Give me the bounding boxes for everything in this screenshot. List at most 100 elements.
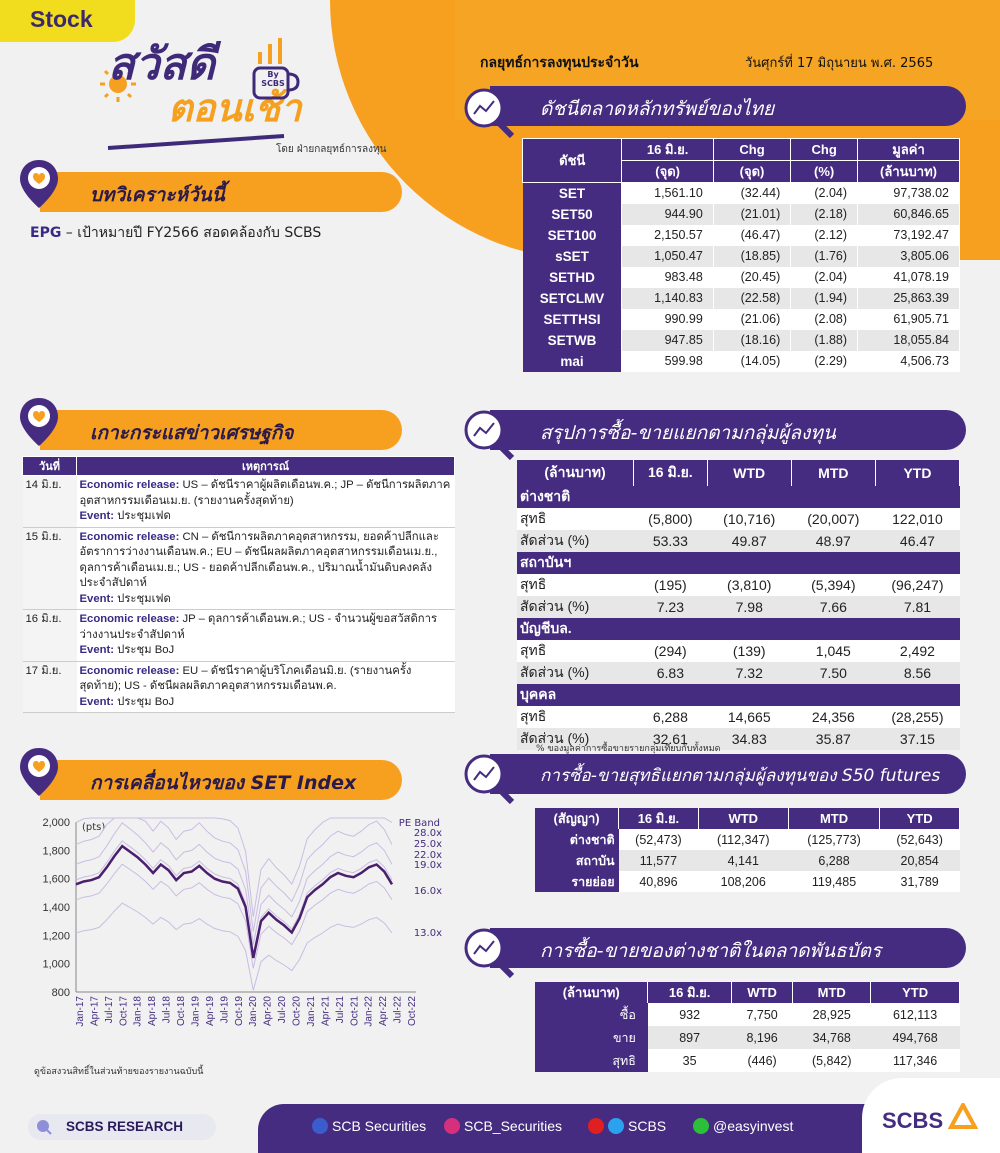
index-cell: 599.98 [621,350,714,372]
x-tick-label: Jul-18 [162,996,173,1024]
investor-row: สุทธิ (195) (3,810) (5,394) (96,247) [517,574,960,596]
coffee-cup-icon [252,38,300,100]
stock-tag: Stock [0,0,135,42]
facebook-link[interactable]: SCB Securities [312,1118,426,1134]
bond_table-row: สุทธิ 35 (446) (5,842) 117,346 [535,1049,960,1072]
futures_table-row: สถาบัน 11,577 4,141 6,288 20,854 [535,850,960,871]
pe-band-line [75,840,393,956]
index-cell: 990.99 [621,308,714,330]
index-cell: (18.85) [713,245,792,267]
bond_table-cell: สุทธิ [535,1049,648,1072]
x-tick-label: Apr-20 [263,996,274,1026]
location-pin-icon [20,398,58,446]
index-cell: 1,561.10 [621,182,714,204]
pe-band-line [75,822,393,945]
scbs-logo-icon [948,1103,978,1129]
x-tick-label: Apr-22 [378,996,389,1026]
unit: (จุด) [621,160,714,183]
investor-cell: 2,492 [875,640,960,662]
index-cell: (2.18) [790,203,859,225]
investor-row: สัดส่วน (%) 53.33 49.87 48.97 46.47 [517,530,960,552]
index-cell: (1.76) [790,245,859,267]
bond_table-cell: (446) [731,1049,793,1072]
investor-cell: 7.32 [707,662,792,684]
investor-cell: 7.50 [791,662,876,684]
news-event-text: ประชุมเฟด [114,510,171,522]
bond_table-col: WTD [731,982,794,1003]
analysis-item[interactable]: EPG – เป้าหมายปี FY2566 สอดคล้องกับ SCBS [30,222,321,244]
bond_table-cell: 8,196 [731,1026,793,1049]
news-text: JP – ดุลการค้าเดือนพ.ค.; US - จำนวนผู้ขอ… [79,613,438,641]
x-tick-label: Oct-22 [407,996,418,1026]
news-event-label: Event: [79,644,115,656]
futures_table-col: YTD [879,808,960,829]
index-cell: (14.05) [713,350,792,372]
investor-section-header: สรุปการซื้อ-ขายแยกตามกลุ่มผู้ลงทุน [490,410,966,450]
investor-row: สุทธิ (5,800) (10,716) (20,007) 122,010 [517,508,960,530]
youtube-twitter-link[interactable]: SCBS [588,1118,666,1134]
investor-cell: 14,665 [707,706,792,728]
bond-section-header: การซื้อ-ขายของต่างชาติในตลาดพันธบัตร [490,928,966,968]
index-cell: (20.45) [713,266,792,288]
index-cell: (32.44) [713,182,792,204]
bond_table-cell: 494,768 [870,1026,960,1049]
investor-col: YTD [875,460,961,486]
line-link[interactable]: @easyinvest [693,1118,793,1134]
x-tick-label: Jul-19 [219,996,230,1024]
facebook-icon [312,1118,328,1134]
news-lead: Economic release: [79,664,180,677]
x-tick-label: Jan-21 [306,996,317,1027]
investor-group-row: บัญชีบล. [517,618,960,640]
investor-col: (ล้านบาท) [517,460,635,486]
index-name: SETWB [522,329,623,351]
index-row: SETCLMV 1,140.83 (22.58) (1.94) 25,863.39 [522,287,960,309]
futures_table-cell: สถาบัน [535,850,619,871]
news-event-label: Event: [79,510,115,522]
news-date: 15 มิ.ย. [22,527,77,610]
index-cell: (18.16) [713,329,792,351]
news-row: 15 มิ.ย. Economic release: CN – ดัชนีการผ… [22,527,455,610]
pe-band-label: 25.0x [414,839,442,850]
set-move-section-header: การเคลื่อนไหวของ SET Index [40,760,402,800]
futures_table-cell: 40,896 [618,871,699,892]
news-event: Economic release: CN – ดัชนีการผลิตภาคอุ… [76,527,455,610]
investor-cell: (28,255) [875,706,960,728]
index-cell: (1.88) [790,329,859,351]
index-row: SETWB 947.85 (18.16) (1.88) 18,055.84 [522,329,960,351]
index-cell: 60,846.65 [857,203,960,225]
index-name: SETTHSI [522,308,623,330]
investor-group-row: บุคคล [517,684,960,706]
bond_table-cell: 34,768 [792,1026,871,1049]
news-event-text: ประชุมเฟด [114,592,171,605]
futures_table-cell: 108,206 [698,871,789,892]
col-index: ดัชนี [521,138,623,183]
report-title: กลยุทธ์การลงทุนประจำวัน [480,55,639,71]
instagram-link[interactable]: SCB_Securities [444,1118,562,1134]
futures_table-cell: รายย่อย [535,871,619,892]
news-row: 16 มิ.ย. Economic release: JP – ดุลการค้า… [22,609,455,662]
index-cell: 73,192.47 [857,224,960,246]
bond_table-col: MTD [792,982,872,1003]
futures_table-row: รายย่อย 40,896 108,206 119,485 31,789 [535,871,960,892]
index-cell: 61,905.71 [857,308,960,330]
index-cell: (1.94) [790,287,859,309]
investor-row: สุทธิ (294) (139) 1,045 2,492 [517,640,960,662]
index-cell: (2.04) [790,266,859,288]
location-pin-icon [20,160,58,208]
research-link[interactable]: SCBS RESEARCH [28,1114,216,1140]
investor-row: สัดส่วน (%) 32.61 34.83 35.87 37.15 [517,728,960,750]
index-cell: (22.58) [713,287,792,309]
investor-cell: สัดส่วน (%) [517,530,634,552]
x-tick-label: Jan-22 [364,996,375,1027]
futures_table-row: ต่างชาติ (52,473) (112,347) (125,773) (52,64… [535,829,960,850]
investor-group: บัญชีบล. [517,618,960,640]
investor-col: WTD [707,460,792,486]
index-name: SET100 [522,224,623,246]
investor-group: ต่างชาติ [517,486,960,508]
futures_table-col: MTD [788,808,881,829]
index-name: SETCLMV [522,287,623,309]
futures_table-cell: (125,773) [788,829,880,850]
bond-table: (ล้านบาท) 16 มิ.ย. WTD MTD YTD ซื้อ 932 7,750 2… [535,982,960,1072]
news-row: 14 มิ.ย. Economic release: US – ดัชนีราคา… [22,475,455,528]
investor-cell: 6,288 [633,706,708,728]
